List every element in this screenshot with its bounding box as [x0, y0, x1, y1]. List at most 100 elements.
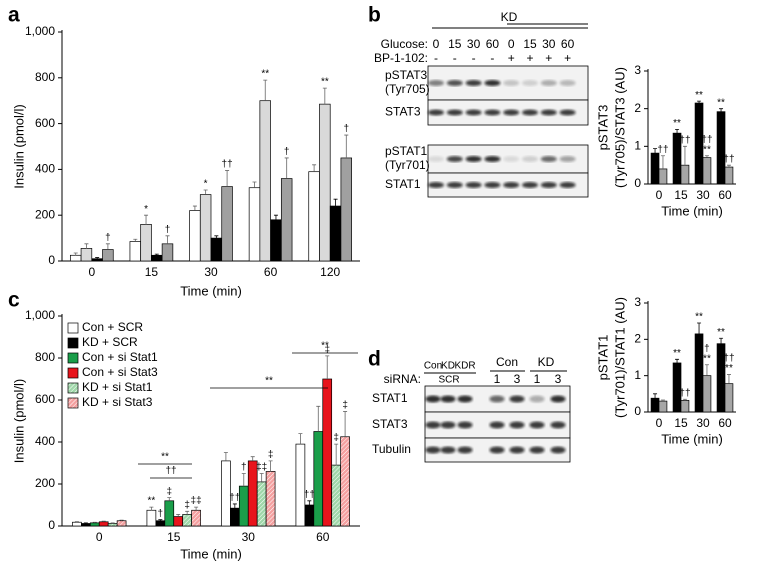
- x-tick-label: 30: [242, 530, 256, 544]
- blot-band: [522, 80, 538, 86]
- blot-band: [503, 109, 520, 116]
- error-bar: [682, 398, 687, 401]
- y-axis-label: Insulin (pmol/l): [11, 104, 26, 189]
- blot-band: [484, 182, 501, 188]
- blot-band: [484, 109, 501, 116]
- bar: [129, 241, 142, 262]
- blot-band: [428, 80, 444, 86]
- blot-band: [425, 395, 441, 403]
- error-bar: [268, 460, 273, 472]
- blot-band: [540, 156, 557, 162]
- y-tick-label: 1: [634, 139, 641, 153]
- blot-band: [509, 421, 525, 429]
- blot-band: [503, 80, 520, 86]
- significance-mark: **: [703, 144, 711, 155]
- legend-swatch: [67, 337, 79, 349]
- bar: [650, 152, 660, 185]
- panel-label: c: [8, 289, 20, 312]
- significance-mark: *: [204, 179, 208, 190]
- error-bar: [334, 443, 339, 466]
- error-bar: [322, 87, 327, 105]
- error-bar: [726, 374, 731, 384]
- bar: [189, 210, 201, 262]
- bar: [650, 397, 660, 413]
- bar: [248, 187, 261, 262]
- bar: [91, 258, 103, 262]
- blot-row-label: STAT1: [385, 177, 421, 191]
- bar: [308, 171, 320, 262]
- legend-label: KD + si Stat1: [82, 380, 153, 394]
- blot-band: [428, 182, 444, 188]
- y-tick-label: 800: [35, 70, 55, 84]
- blot-row-label: pSTAT1: [385, 144, 428, 158]
- error-bar: [74, 521, 79, 523]
- error-bar: [653, 393, 658, 399]
- y-axis-label: pSTAT3: [595, 105, 610, 151]
- blot-band: [540, 109, 557, 116]
- blot-band: [457, 446, 473, 454]
- bar: [270, 219, 282, 262]
- blot-band: [522, 182, 538, 188]
- significance-mark: †: [158, 508, 164, 519]
- error-bar: [704, 364, 709, 376]
- blot-band: [550, 446, 566, 454]
- blot-row-label: pSTAT3: [385, 68, 428, 82]
- error-bar: [660, 155, 665, 169]
- significance-mark: †: [344, 124, 350, 135]
- x-tick-label: 0: [656, 416, 663, 430]
- blot-lane: 15: [523, 37, 537, 51]
- significance-mark: ††: [723, 353, 734, 364]
- error-bar: [307, 500, 312, 505]
- error-bar: [95, 257, 100, 259]
- significance-mark: ††: [679, 135, 690, 146]
- error-bar: [154, 253, 159, 256]
- x-tick-label: 30: [204, 265, 218, 279]
- y-tick-label: 2: [634, 332, 641, 346]
- blot-band: [529, 446, 545, 454]
- error-bar: [343, 411, 348, 437]
- blot-group: KD: [501, 10, 518, 24]
- error-bar: [214, 235, 219, 239]
- significance-mark: ††: [679, 388, 690, 399]
- x-tick-label: 120: [320, 265, 340, 279]
- significance-mark: †: [284, 147, 290, 158]
- y-tick-label: 0: [48, 518, 55, 532]
- bar: [98, 521, 109, 527]
- significance-mark: ‡: [342, 400, 348, 411]
- error-bar: [158, 519, 163, 521]
- blot-band: [440, 395, 456, 403]
- bar: [146, 509, 157, 527]
- significance-mark: ††: [701, 134, 712, 145]
- bar: [230, 507, 240, 527]
- error-bar: [697, 322, 702, 334]
- blot-band: [440, 421, 456, 429]
- blot-band: [522, 109, 538, 116]
- error-bar: [105, 243, 110, 250]
- significance-mark: **: [703, 353, 711, 364]
- bar: [80, 248, 93, 262]
- significance-mark: **: [717, 97, 725, 108]
- y-tick-label: 400: [35, 434, 55, 448]
- x-tick-label: 30: [696, 188, 710, 202]
- blot-group: Con: [496, 355, 518, 369]
- x-tick-label: 15: [674, 188, 688, 202]
- blot-band: [489, 395, 505, 403]
- bar: [116, 520, 127, 527]
- bracket-label: **: [161, 452, 169, 463]
- blot-dose: 1: [494, 372, 501, 386]
- bracket-label: **: [321, 341, 329, 352]
- error-bar: [298, 433, 303, 445]
- error-bar: [133, 238, 138, 242]
- bar: [716, 111, 726, 185]
- error-bar: [252, 181, 257, 188]
- blot-lane: 15: [448, 37, 462, 51]
- blot-row-label: BP-1-102:: [374, 51, 428, 65]
- legend-label: KD + SCR: [82, 335, 138, 349]
- significance-mark: ‡: [333, 433, 339, 444]
- significance-mark: ‡‡: [256, 462, 267, 473]
- panel-label: a: [8, 4, 20, 27]
- significance-mark: **: [717, 327, 725, 338]
- y-tick-label: 200: [35, 476, 55, 490]
- bar: [340, 436, 350, 527]
- y-tick-label: 1,000: [25, 24, 55, 38]
